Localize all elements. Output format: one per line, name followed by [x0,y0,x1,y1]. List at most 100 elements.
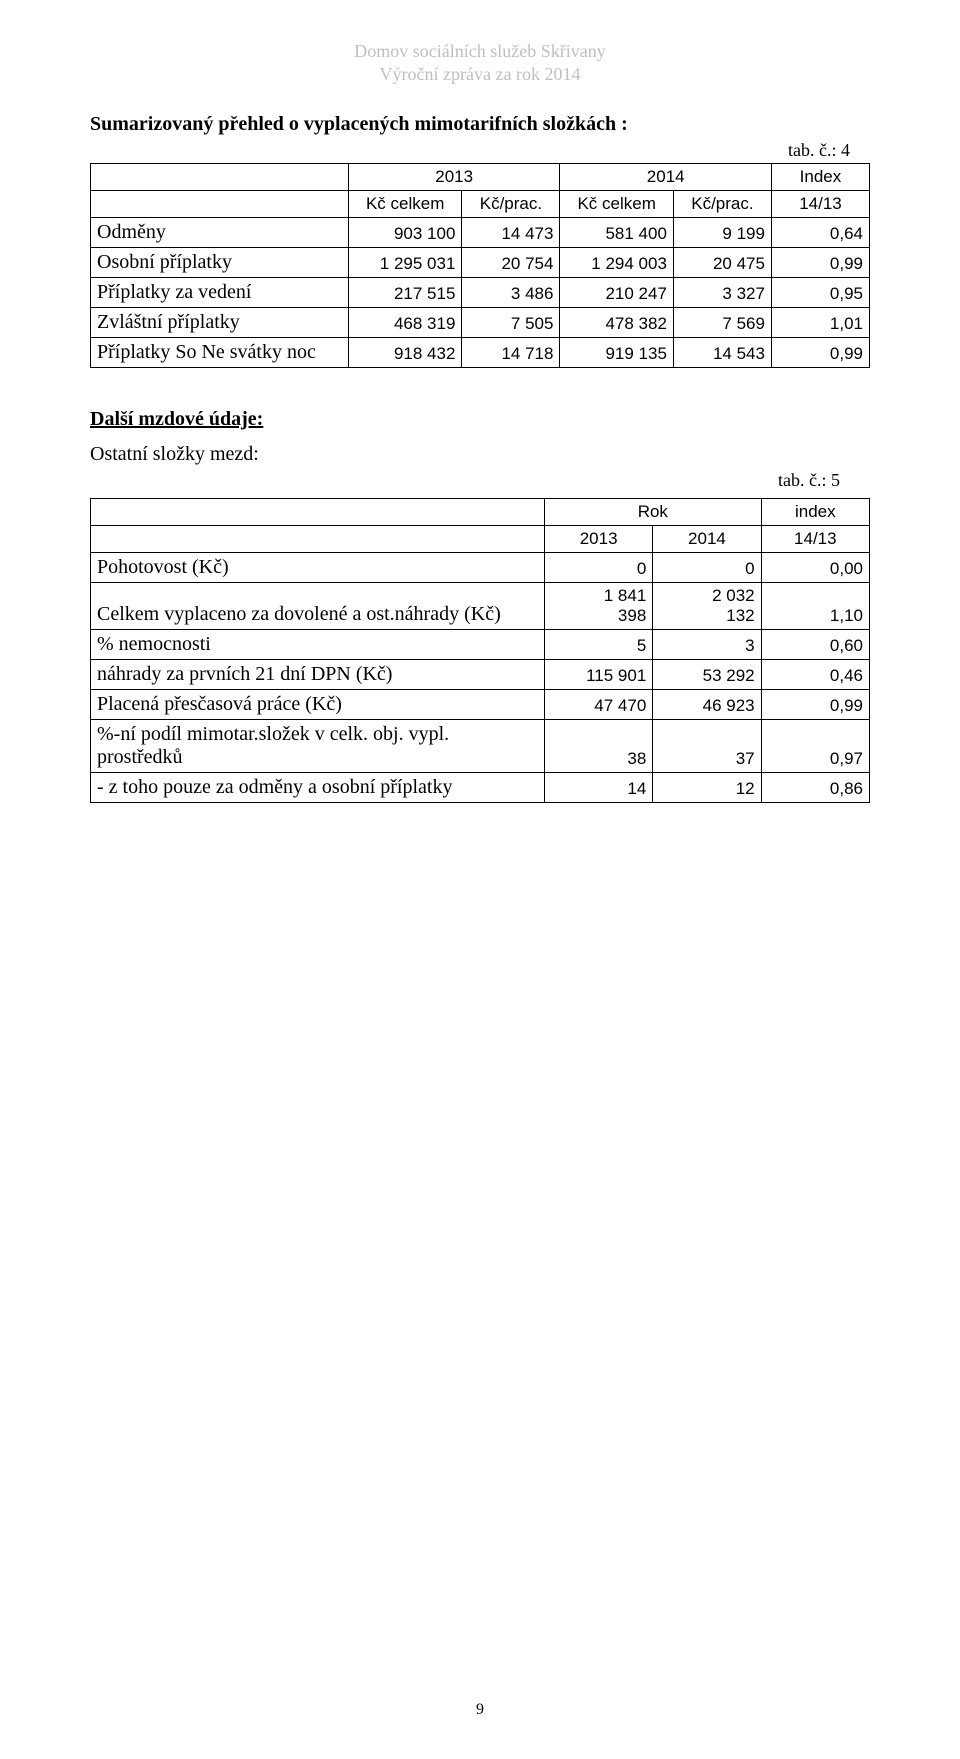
table-row: Odměny 903 100 14 473 581 400 9 199 0,64 [91,218,870,248]
cell: 1,01 [771,308,869,338]
cell: 53 292 [653,660,761,690]
section1-title: Sumarizovaný přehled o vyplacených mimot… [90,113,870,136]
cell: 3 [653,630,761,660]
cell: 2 032 132 [653,583,761,630]
header-line-1: Domov sociálních služeb Skřivany [90,40,870,63]
cell: 12 [653,773,761,803]
page-header: Domov sociálních služeb Skřivany Výroční… [90,40,870,85]
cell: 0 [653,553,761,583]
cell: 1,10 [761,583,869,630]
col-kc-prac: Kč/prac. [462,191,560,218]
page-number: 9 [0,1701,960,1719]
cell: 468 319 [348,308,461,338]
row-label: Příplatky So Ne svátky noc [91,338,349,368]
cell: 7 505 [462,308,560,338]
row-label: - z toho pouze za odměny a osobní přípla… [91,773,545,803]
table-2: Rok index 2013 2014 14/13 Pohotovost (Kč… [90,498,870,803]
cell: 38 [544,720,652,773]
cell: 47 470 [544,690,652,720]
row-label: Placená přesčasová práce (Kč) [91,690,545,720]
table-row: 2013 2014 14/13 [91,526,870,553]
cell: 14 718 [462,338,560,368]
cell: 0,60 [761,630,869,660]
cell: 0,64 [771,218,869,248]
cell: 903 100 [348,218,461,248]
cell: 37 [653,720,761,773]
table-row: Rok index [91,499,870,526]
cell: 919 135 [560,338,673,368]
cell: 210 247 [560,278,673,308]
cell: 217 515 [348,278,461,308]
table-row: % nemocnosti 5 3 0,60 [91,630,870,660]
col-2013: 2013 [544,526,652,553]
table-row: Kč celkem Kč/prac. Kč celkem Kč/prac. 14… [91,191,870,218]
section2-subtitle: Ostatní složky mezd: [90,443,870,466]
section2-tab-label-wrap: tab. č.: 5 [90,470,870,496]
cell: 0,86 [761,773,869,803]
col-index-sub: 14/13 [761,526,869,553]
row-label: náhrady za prvních 21 dní DPN (Kč) [91,660,545,690]
cell: 0,95 [771,278,869,308]
cell: 0,99 [761,690,869,720]
table-row: Osobní příplatky 1 295 031 20 754 1 294 … [91,248,870,278]
col-rok: Rok [544,499,761,526]
table-row: Zvláštní příplatky 468 319 7 505 478 382… [91,308,870,338]
table-row: Placená přesčasová práce (Kč) 47 470 46 … [91,690,870,720]
cell: 3 486 [462,278,560,308]
page-container: Domov sociálních služeb Skřivany Výroční… [0,0,960,1759]
row-label: Odměny [91,218,349,248]
col-2014: 2014 [653,526,761,553]
cell: 115 901 [544,660,652,690]
cell: 0,46 [761,660,869,690]
row-label: Příplatky za vedení [91,278,349,308]
col-2013: 2013 [348,164,560,191]
col-2014: 2014 [560,164,772,191]
table-row: 2013 2014 Index [91,164,870,191]
cell: 0,97 [761,720,869,773]
blank-cell [91,191,349,218]
row-label: Zvláštní příplatky [91,308,349,338]
col-index: index [761,499,869,526]
row-label: Osobní příplatky [91,248,349,278]
row-label: %-ní podíl mimotar.složek v celk. obj. v… [91,720,545,773]
row-label: Celkem vyplaceno za dovolené a ost.náhra… [91,583,545,630]
cell: 46 923 [653,690,761,720]
cell: 20 754 [462,248,560,278]
cell: 581 400 [560,218,673,248]
row-label: % nemocnosti [91,630,545,660]
table-row: náhrady za prvních 21 dní DPN (Kč) 115 9… [91,660,870,690]
cell: 0 [544,553,652,583]
section2-tab-label: tab. č.: 5 [778,470,840,491]
table-row: Celkem vyplaceno za dovolené a ost.náhra… [91,583,870,630]
header-line-2: Výroční zpráva za rok 2014 [90,63,870,86]
cell: 3 327 [673,278,771,308]
table-row: Příplatky za vedení 217 515 3 486 210 24… [91,278,870,308]
row-label: Pohotovost (Kč) [91,553,545,583]
cell: 7 569 [673,308,771,338]
blank-cell [91,526,545,553]
table-row: %-ní podíl mimotar.složek v celk. obj. v… [91,720,870,773]
col-index-sub: 14/13 [771,191,869,218]
table-row: - z toho pouze za odměny a osobní přípla… [91,773,870,803]
col-kc-prac: Kč/prac. [673,191,771,218]
col-kc-celkem: Kč celkem [348,191,461,218]
col-index: Index [771,164,869,191]
cell: 1 295 031 [348,248,461,278]
cell: 20 475 [673,248,771,278]
cell: 14 473 [462,218,560,248]
section1-tab-label: tab. č.: 4 [90,140,870,161]
col-kc-celkem: Kč celkem [560,191,673,218]
blank-cell [91,499,545,526]
cell: 1 841 398 [544,583,652,630]
table-1: 2013 2014 Index Kč celkem Kč/prac. Kč ce… [90,163,870,368]
cell: 14 543 [673,338,771,368]
cell: 918 432 [348,338,461,368]
blank-cell [91,164,349,191]
table-row: Příplatky So Ne svátky noc 918 432 14 71… [91,338,870,368]
cell: 14 [544,773,652,803]
cell: 0,99 [771,248,869,278]
cell: 0,00 [761,553,869,583]
cell: 1 294 003 [560,248,673,278]
table-row: Pohotovost (Kč) 0 0 0,00 [91,553,870,583]
cell: 0,99 [771,338,869,368]
